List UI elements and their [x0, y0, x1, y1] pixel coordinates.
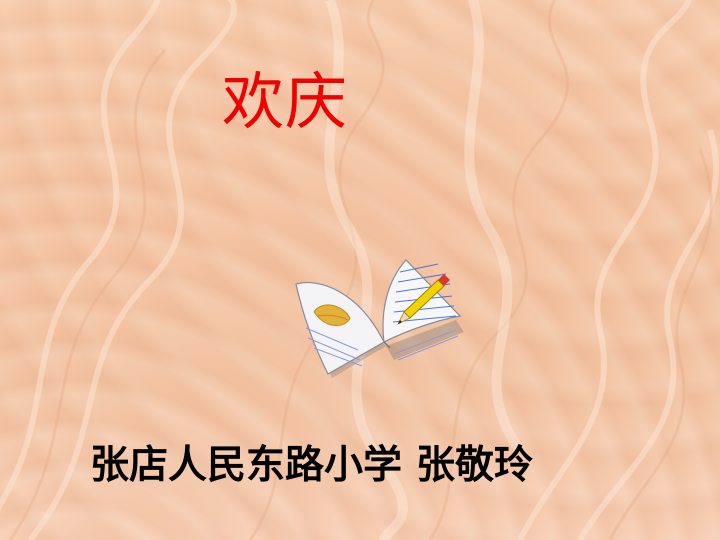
author-line: 张店人民东路小学 张敬玲: [90, 438, 610, 494]
teacher-name: 张敬玲: [416, 443, 534, 488]
school-name: 张店人民东路小学: [90, 443, 403, 488]
open-book-with-pencil-icon: [295, 259, 464, 378]
slide-title: 欢庆: [222, 65, 349, 138]
